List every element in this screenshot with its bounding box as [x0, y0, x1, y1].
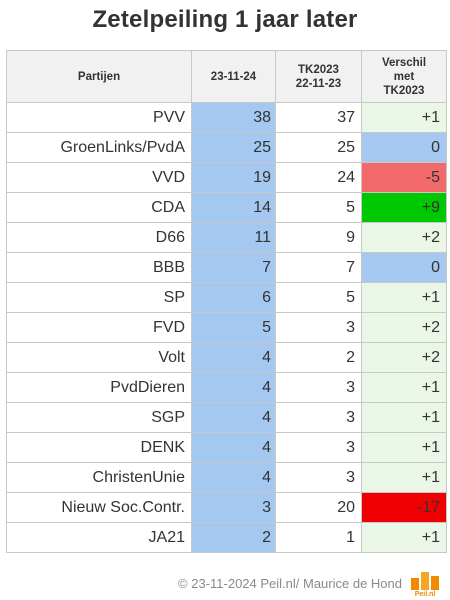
header-line: TK2023 — [298, 63, 339, 76]
tk2023-seats-cell: 3 — [275, 462, 362, 493]
footer: © 23-11-2024 Peil.nl/ Maurice de Hond Pe… — [0, 568, 450, 598]
current-seats-cell: 38 — [191, 102, 276, 133]
header-poll-date: 23-11-24 — [191, 50, 276, 103]
party-name-cell: FVD — [6, 312, 192, 343]
table-row: D66 11 9 +2 — [6, 222, 447, 253]
tk2023-seats-cell: 3 — [275, 312, 362, 343]
seat-difference-cell: +1 — [361, 102, 447, 133]
tk2023-seats-cell: 24 — [275, 162, 362, 193]
table-row: Volt 4 2 +2 — [6, 342, 447, 373]
table-row: PVV 38 37 +1 — [6, 102, 447, 133]
party-name-cell: ChristenUnie — [6, 462, 192, 493]
table-row: VVD 19 24 -5 — [6, 162, 447, 193]
table-row: SGP 4 3 +1 — [6, 402, 447, 433]
seat-difference-cell: +1 — [361, 282, 447, 313]
header-difference: Verschil met TK2023 — [361, 50, 447, 103]
tk2023-seats-cell: 9 — [275, 222, 362, 253]
table-row: SP 6 5 +1 — [6, 282, 447, 313]
seat-poll-table: Partijen 23-11-24 TK2023 22-11-23 Versch… — [6, 50, 447, 553]
table-row: PvdDieren 4 3 +1 — [6, 372, 447, 403]
current-seats-cell: 3 — [191, 492, 276, 523]
seat-difference-cell: 0 — [361, 132, 447, 163]
party-name-cell: CDA — [6, 192, 192, 223]
seat-difference-cell: 0 — [361, 252, 447, 283]
party-name-cell: GroenLinks/PvdA — [6, 132, 192, 163]
party-name-cell: BBB — [6, 252, 192, 283]
tk2023-seats-cell: 1 — [275, 522, 362, 553]
seat-difference-cell: +1 — [361, 372, 447, 403]
table-row: BBB 7 7 0 — [6, 252, 447, 283]
party-name-cell: PvdDieren — [6, 372, 192, 403]
current-seats-cell: 6 — [191, 282, 276, 313]
tk2023-seats-cell: 3 — [275, 372, 362, 403]
current-seats-cell: 14 — [191, 192, 276, 223]
current-seats-cell: 4 — [191, 342, 276, 373]
party-name-cell: SP — [6, 282, 192, 313]
copyright-credit: © 23-11-2024 Peil.nl/ Maurice de Hond — [178, 576, 402, 591]
seat-difference-cell: -17 — [361, 492, 447, 523]
seat-difference-cell: +2 — [361, 222, 447, 253]
current-seats-cell: 5 — [191, 312, 276, 343]
current-seats-cell: 7 — [191, 252, 276, 283]
header-tk2023: TK2023 22-11-23 — [275, 50, 362, 103]
table-row: Nieuw Soc.Contr. 3 20 -17 — [6, 492, 447, 523]
seat-difference-cell: -5 — [361, 162, 447, 193]
header-line: Verschil — [381, 56, 427, 69]
tk2023-seats-cell: 7 — [275, 252, 362, 283]
table-row: JA21 2 1 +1 — [6, 522, 447, 553]
header-parties: Partijen — [6, 50, 192, 103]
table-row: ChristenUnie 4 3 +1 — [6, 462, 447, 493]
bar-chart-icon — [411, 572, 439, 590]
tk2023-seats-cell: 2 — [275, 342, 362, 373]
party-name-cell: JA21 — [6, 522, 192, 553]
party-name-cell: DENK — [6, 432, 192, 463]
seat-difference-cell: +1 — [361, 402, 447, 433]
party-name-cell: PVV — [6, 102, 192, 133]
party-name-cell: Nieuw Soc.Contr. — [6, 492, 192, 523]
current-seats-cell: 4 — [191, 432, 276, 463]
table-row: FVD 5 3 +2 — [6, 312, 447, 343]
current-seats-cell: 4 — [191, 462, 276, 493]
tk2023-seats-cell: 37 — [275, 102, 362, 133]
current-seats-cell: 19 — [191, 162, 276, 193]
seat-difference-cell: +2 — [361, 312, 447, 343]
table-row: DENK 4 3 +1 — [6, 432, 447, 463]
current-seats-cell: 25 — [191, 132, 276, 163]
tk2023-seats-cell: 5 — [275, 192, 362, 223]
header-line: Partijen — [77, 70, 121, 83]
party-name-cell: Volt — [6, 342, 192, 373]
table-row: CDA 14 5 +9 — [6, 192, 447, 223]
seat-difference-cell: +1 — [361, 522, 447, 553]
current-seats-cell: 4 — [191, 372, 276, 403]
header-line: TK2023 — [383, 84, 425, 97]
header-line: 22-11-23 — [295, 77, 342, 90]
header-line: 23-11-24 — [210, 70, 257, 83]
tk2023-seats-cell: 25 — [275, 132, 362, 163]
tk2023-seats-cell: 20 — [275, 492, 362, 523]
party-name-cell: VVD — [6, 162, 192, 193]
seat-difference-cell: +2 — [361, 342, 447, 373]
current-seats-cell: 11 — [191, 222, 276, 253]
current-seats-cell: 4 — [191, 402, 276, 433]
tk2023-seats-cell: 3 — [275, 402, 362, 433]
current-seats-cell: 2 — [191, 522, 276, 553]
seat-difference-cell: +1 — [361, 432, 447, 463]
logo-text: Peil.nl — [414, 591, 436, 598]
tk2023-seats-cell: 5 — [275, 282, 362, 313]
chart-title: Zetelpeiling 1 jaar later — [92, 6, 358, 33]
peil-logo: Peil.nl — [408, 568, 442, 598]
seat-difference-cell: +9 — [361, 192, 447, 223]
header-row: Partijen 23-11-24 TK2023 22-11-23 Versch… — [6, 50, 447, 103]
party-name-cell: D66 — [6, 222, 192, 253]
seat-difference-cell: +1 — [361, 462, 447, 493]
table-body: PVV 38 37 +1 GroenLinks/PvdA 25 25 0 VVD 19 24 -5 CD… — [6, 102, 447, 553]
header-line: met — [393, 70, 415, 83]
party-name-cell: SGP — [6, 402, 192, 433]
tk2023-seats-cell: 3 — [275, 432, 362, 463]
table-row: GroenLinks/PvdA 25 25 0 — [6, 132, 447, 163]
